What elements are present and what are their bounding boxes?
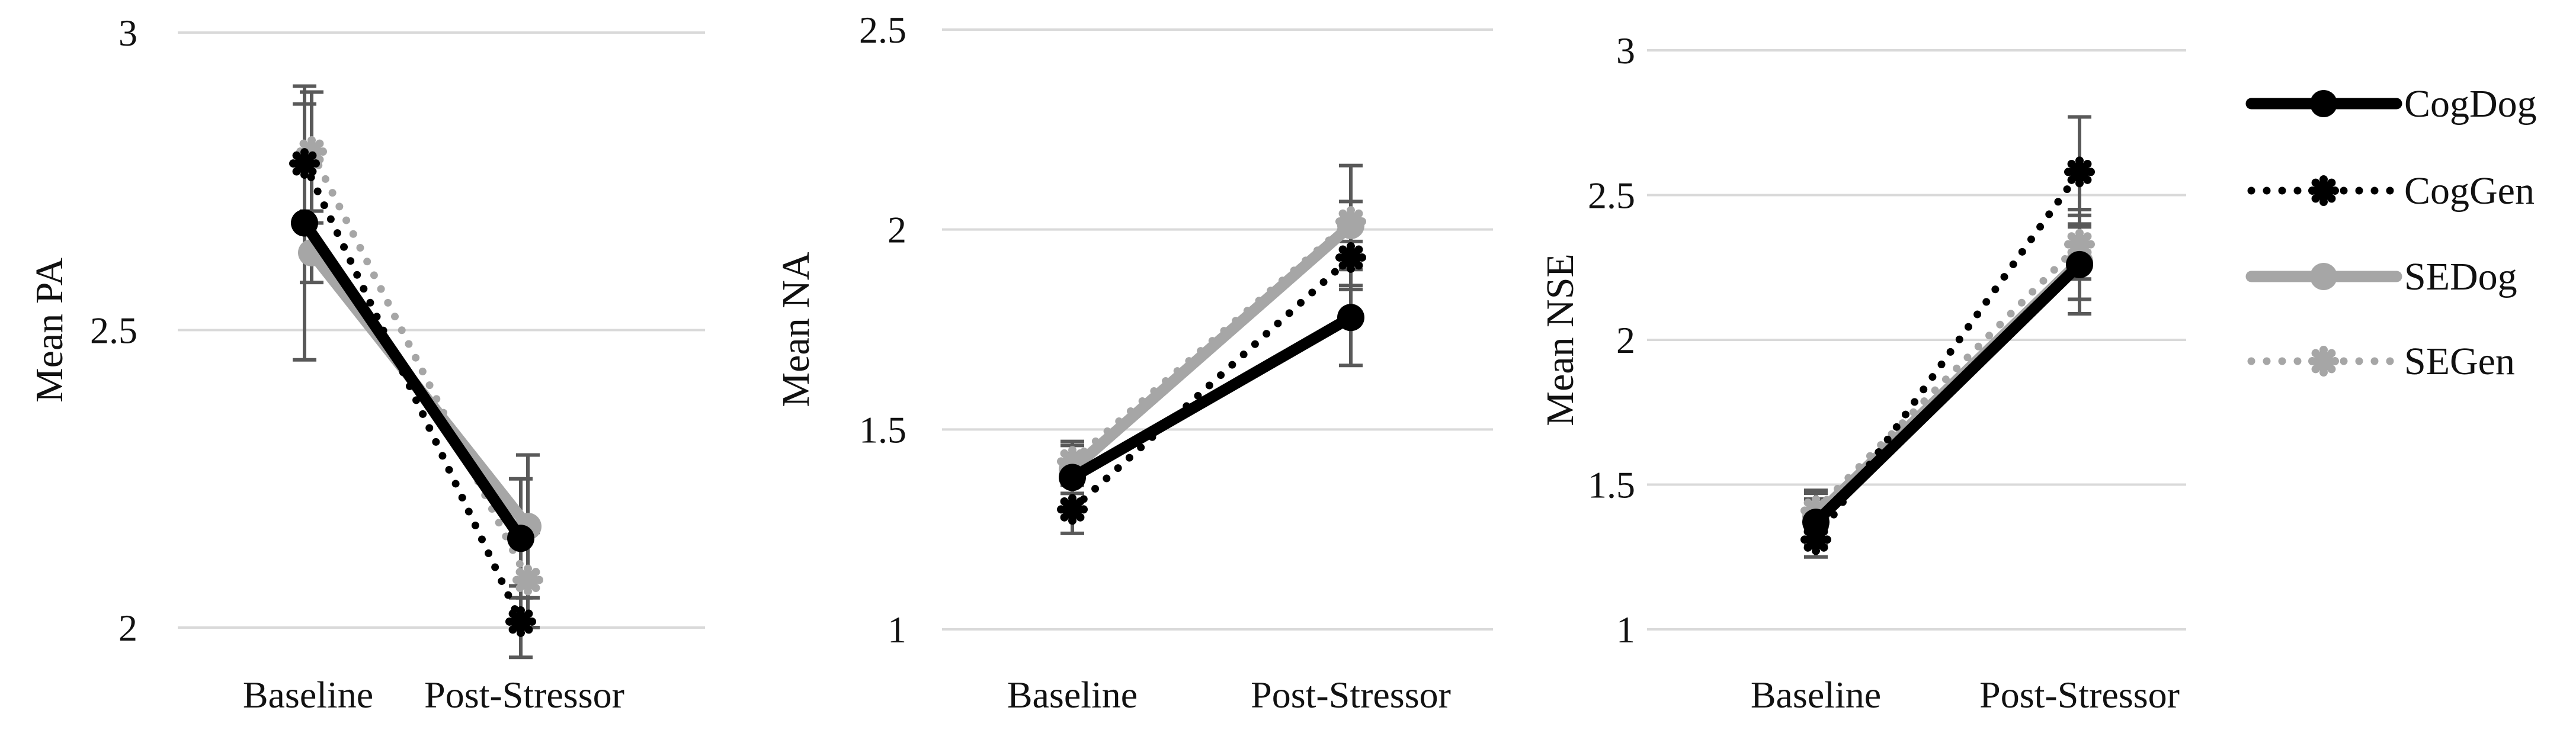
data-point-coggen bbox=[1057, 494, 1088, 525]
series-line-segen bbox=[307, 147, 532, 584]
data-point-sedog bbox=[1337, 211, 1364, 239]
x-tick-label: Post-Stressor bbox=[1251, 674, 1451, 716]
data-point-segen bbox=[512, 564, 543, 596]
series-line-sedog bbox=[1066, 220, 1357, 475]
x-tick-label: Post-Stressor bbox=[1979, 674, 2180, 716]
panel-mean-nse: 1 1.5 2 2.5 3 Baseline Post-Stressor Mean NSE bbox=[1539, 30, 2186, 716]
y-tick-label: 2.5 bbox=[1588, 175, 1635, 217]
data-point-cogdog bbox=[291, 209, 318, 237]
y-axis-title: Mean NA bbox=[774, 252, 818, 407]
data-point-coggen bbox=[1335, 242, 1366, 273]
data-point-cogdog bbox=[1802, 509, 1830, 536]
panel-mean-na: 1 1.5 2 2.5 Baseline Post-Stressor Mean NA bbox=[774, 9, 1493, 716]
x-tick-label: Post-Stressor bbox=[424, 674, 624, 716]
y-tick-label: 2 bbox=[887, 209, 906, 251]
series-line-cogdog bbox=[1066, 311, 1357, 483]
legend-item-segen: SEGen bbox=[2247, 340, 2515, 383]
legend-marker bbox=[2308, 175, 2339, 206]
legend-item-coggen: CogGen bbox=[2247, 169, 2535, 213]
y-tick-label: 1.5 bbox=[859, 409, 906, 451]
legend-label: SEDog bbox=[2404, 255, 2517, 298]
legend-marker bbox=[2308, 346, 2339, 377]
data-point-cogdog bbox=[507, 525, 534, 552]
data-point-cogdog bbox=[1337, 304, 1364, 332]
data-point-coggen bbox=[2064, 156, 2095, 188]
y-axis-title: Mean PA bbox=[28, 258, 71, 403]
y-tick-label: 2 bbox=[118, 607, 137, 649]
y-tick-label: 2.5 bbox=[859, 9, 906, 51]
y-tick-label: 1.5 bbox=[1588, 464, 1635, 506]
series-line-coggen bbox=[300, 159, 525, 626]
y-tick-label: 3 bbox=[1616, 30, 1635, 72]
x-tick-label: Baseline bbox=[1751, 674, 1881, 716]
x-tick-label: Baseline bbox=[243, 674, 373, 716]
y-tick-label: 3 bbox=[118, 12, 137, 54]
legend-label: CogDog bbox=[2404, 82, 2537, 126]
legend-item-cogdog: CogDog bbox=[2245, 82, 2537, 126]
panel-mean-pa: 2 2.5 3 Baseline Post-Stressor Mean PA bbox=[28, 12, 705, 716]
series-line-cogdog bbox=[299, 217, 527, 544]
legend-label: SEGen bbox=[2404, 340, 2515, 383]
x-tick-label: Baseline bbox=[1007, 674, 1138, 716]
legend: CogDog CogGen SEDog SEGen bbox=[2245, 82, 2537, 383]
data-point-cogdog bbox=[1059, 464, 1086, 491]
data-point-coggen bbox=[289, 148, 320, 179]
y-tick-label: 2 bbox=[1616, 319, 1635, 361]
data-point-coggen bbox=[505, 606, 536, 637]
y-axis-title: Mean NSE bbox=[1539, 253, 1582, 426]
series-line-coggen bbox=[1068, 253, 1355, 513]
legend-item-sedog: SEDog bbox=[2245, 255, 2517, 298]
data-point-cogdog bbox=[2066, 250, 2093, 278]
y-tick-label: 2.5 bbox=[90, 310, 137, 352]
legend-label: CogGen bbox=[2404, 169, 2535, 213]
legend-marker bbox=[2310, 263, 2337, 290]
legend-marker bbox=[2310, 90, 2337, 117]
y-tick-label: 1 bbox=[887, 609, 906, 651]
series-line-cogdog bbox=[1810, 259, 2085, 528]
y-tick-label: 1 bbox=[1616, 609, 1635, 651]
